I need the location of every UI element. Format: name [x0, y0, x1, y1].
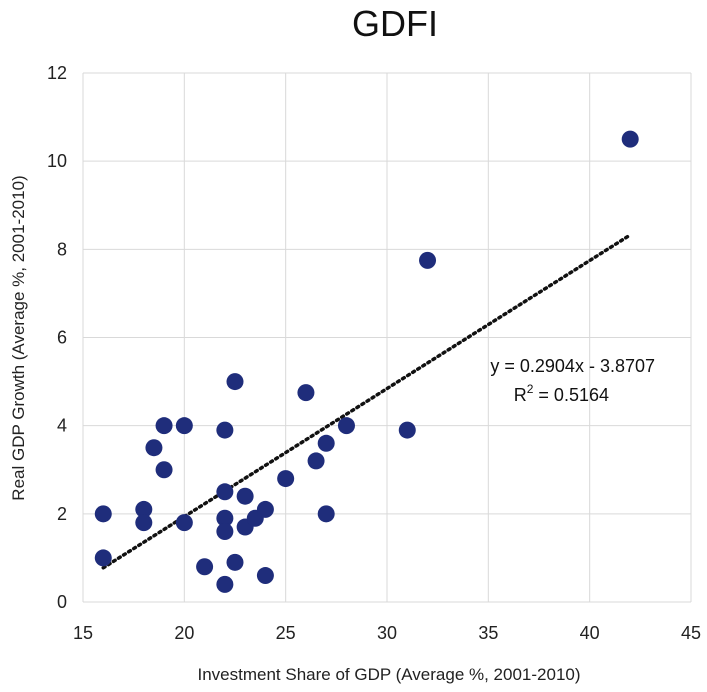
data-point-2	[135, 500, 153, 518]
data-point-7	[175, 417, 193, 435]
data-point-30	[621, 130, 639, 148]
data-point-23	[297, 384, 315, 402]
data-point-12	[216, 509, 234, 527]
data-point-29	[419, 251, 437, 269]
x-tick-label-4: 35	[478, 623, 498, 643]
r2-superscript: 2	[527, 382, 534, 396]
y-tick-labels: 0 2 4 6 8 10 12	[47, 63, 67, 612]
trendline	[101, 233, 632, 570]
data-point-17	[236, 487, 254, 505]
data-point-26	[317, 505, 335, 523]
trendline-equation: y = 0.2904x - 3.8707	[490, 356, 655, 376]
data-point-1	[94, 549, 112, 567]
data-point-11	[216, 483, 234, 501]
y-tick-label-4: 8	[57, 239, 67, 259]
x-tick-label-6: 45	[681, 623, 701, 643]
trendline-layer	[101, 233, 632, 570]
x-axis-label: Investment Share of GDP (Average %, 2001…	[197, 665, 580, 684]
y-tick-label-5: 10	[47, 151, 67, 171]
data-point-10	[216, 421, 234, 439]
x-tick-label-0: 15	[73, 623, 93, 643]
data-point-16	[226, 553, 244, 571]
data-point-13	[216, 522, 234, 540]
data-point-4	[145, 439, 163, 457]
y-tick-label-1: 2	[57, 504, 67, 524]
data-point-8	[175, 514, 193, 532]
x-tick-labels: 15 20 25 30 35 40 45	[73, 623, 701, 643]
data-point-27	[337, 417, 355, 435]
data-point-25	[317, 434, 335, 452]
trendline-r2: R2 = 0.5164	[514, 382, 609, 405]
data-point-6	[155, 461, 173, 479]
y-axis-label: Real GDP Growth (Average %, 2001-2010)	[9, 175, 28, 500]
data-point-3	[135, 514, 153, 532]
points-layer	[94, 130, 639, 593]
y-tick-label-0: 0	[57, 592, 67, 612]
x-tick-label-1: 20	[174, 623, 194, 643]
data-point-15	[226, 373, 244, 391]
grid-lines	[82, 72, 692, 603]
chart-title: GDFI	[352, 3, 438, 44]
data-point-21	[256, 567, 274, 585]
x-tick-label-2: 25	[276, 623, 296, 643]
y-tick-label-3: 6	[57, 328, 67, 348]
y-tick-label-2: 4	[57, 416, 67, 436]
data-point-20	[256, 500, 274, 518]
data-point-0	[94, 505, 112, 523]
data-point-28	[398, 421, 416, 439]
r2-symbol: R	[514, 385, 527, 405]
x-tick-label-3: 30	[377, 623, 397, 643]
y-tick-label-6: 12	[47, 63, 67, 83]
data-point-22	[277, 470, 295, 488]
r2-value: = 0.5164	[533, 385, 609, 405]
data-point-9	[196, 558, 214, 576]
x-tick-label-5: 40	[580, 623, 600, 643]
data-point-5	[155, 417, 173, 435]
data-point-14	[216, 575, 234, 593]
data-point-24	[307, 452, 325, 470]
